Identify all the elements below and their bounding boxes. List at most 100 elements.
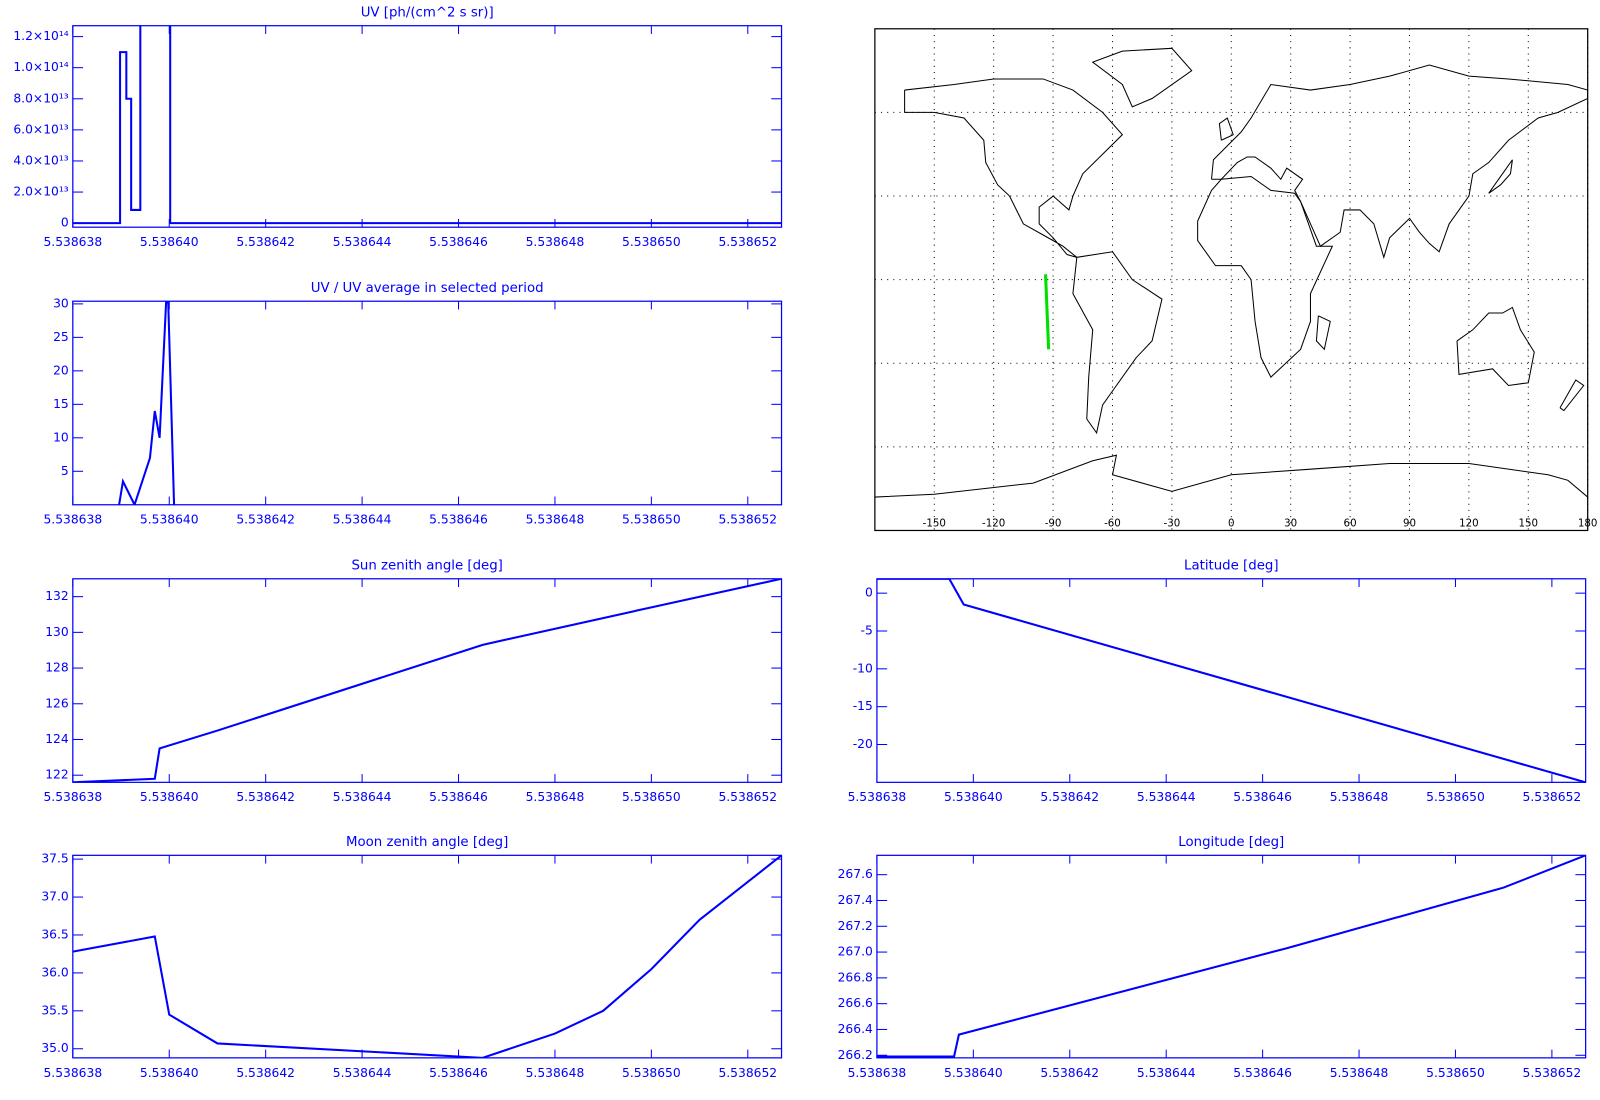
x-tick-label: 5.538638 bbox=[43, 235, 102, 249]
x-tick-label: 5.538638 bbox=[43, 1066, 102, 1080]
x-tick-label: 5.538652 bbox=[718, 790, 777, 804]
y-tick-label: 266.4 bbox=[838, 1022, 873, 1036]
data-line bbox=[72, 25, 782, 225]
x-tick-label: 5.538640 bbox=[944, 790, 1003, 804]
x-tick-label: -150 bbox=[923, 517, 946, 529]
y-tick-label: 30 bbox=[53, 296, 69, 310]
x-tick-label: 5.538650 bbox=[622, 513, 681, 527]
x-tick-label: 5.538650 bbox=[622, 790, 681, 804]
x-tick-label: 5.538652 bbox=[718, 513, 777, 527]
plot-frame bbox=[72, 300, 783, 506]
y-tick-label: 2.0×10¹³ bbox=[13, 185, 68, 199]
coastline bbox=[1559, 379, 1585, 412]
y-tick-label: 130 bbox=[45, 625, 69, 639]
coastline bbox=[1456, 306, 1535, 387]
x-tick-label: 5.538640 bbox=[140, 1066, 199, 1080]
coastline bbox=[1218, 117, 1234, 141]
y-tick-label: 35.0 bbox=[41, 1041, 69, 1055]
y-tick-label: 267.6 bbox=[838, 867, 873, 881]
x-tick-label: 5.538646 bbox=[429, 235, 488, 249]
x-tick-label: 60 bbox=[1344, 517, 1357, 529]
x-tick-label: 5.538642 bbox=[236, 1066, 295, 1080]
y-tick-label: -15 bbox=[853, 699, 873, 713]
x-tick-label: 5.538648 bbox=[1330, 790, 1389, 804]
x-tick-label: 5.538642 bbox=[1040, 790, 1099, 804]
x-tick-label: 5.538652 bbox=[1523, 790, 1582, 804]
coastline bbox=[1072, 251, 1163, 435]
coastline bbox=[1315, 315, 1331, 351]
x-tick-label: 5.538652 bbox=[718, 235, 777, 249]
x-tick-label: 5.538644 bbox=[333, 790, 392, 804]
x-tick-label: 30 bbox=[1284, 517, 1297, 529]
x-tick-label: 5.538650 bbox=[1426, 1066, 1485, 1080]
x-tick-label: 5.538644 bbox=[333, 513, 392, 527]
y-tick-label: 0 bbox=[61, 216, 69, 230]
y-tick-label: 132 bbox=[45, 589, 68, 603]
data-line bbox=[876, 578, 1586, 783]
y-tick-label: 124 bbox=[45, 732, 69, 746]
plot-frame bbox=[72, 25, 783, 228]
x-tick-label: 5.538650 bbox=[1426, 790, 1485, 804]
x-tick-label: 5.538640 bbox=[140, 790, 199, 804]
x-tick-label: 5.538642 bbox=[1040, 1066, 1099, 1080]
x-tick-label: 5.538642 bbox=[236, 513, 295, 527]
y-tick-label: 5 bbox=[61, 464, 69, 478]
data-line bbox=[118, 301, 176, 505]
chart-title: UV / UV average in selected period bbox=[311, 281, 544, 296]
x-tick-label: 5.538646 bbox=[429, 1066, 488, 1080]
x-tick-label: 120 bbox=[1459, 517, 1479, 529]
x-tick-label: 5.538646 bbox=[429, 790, 488, 804]
x-tick-label: 5.538648 bbox=[526, 513, 585, 527]
data-line bbox=[72, 578, 782, 783]
coastline bbox=[1488, 159, 1513, 194]
y-tick-label: 128 bbox=[45, 661, 68, 675]
x-tick-label: 5.538648 bbox=[526, 1066, 585, 1080]
y-tick-label: -5 bbox=[861, 623, 873, 637]
x-tick-label: 5.538640 bbox=[140, 513, 199, 527]
x-tick-label: 5.538644 bbox=[333, 235, 392, 249]
x-tick-label: 5.538644 bbox=[1137, 790, 1196, 804]
y-tick-label: 6.0×10¹³ bbox=[13, 122, 68, 136]
y-tick-label: 267.4 bbox=[838, 893, 873, 907]
y-tick-label: 126 bbox=[45, 696, 69, 710]
x-tick-label: 5.538638 bbox=[43, 790, 102, 804]
data-line bbox=[876, 855, 1586, 1058]
x-tick-label: 5.538638 bbox=[43, 513, 102, 527]
coastline bbox=[1197, 175, 1334, 379]
y-tick-label: 25 bbox=[53, 330, 69, 344]
y-tick-label: 8.0×10¹³ bbox=[13, 91, 68, 105]
x-tick-label: 5.538642 bbox=[236, 235, 295, 249]
plot-frame bbox=[72, 578, 783, 783]
plot-frame bbox=[876, 578, 1587, 783]
y-tick-label: 37.0 bbox=[41, 890, 69, 904]
x-tick-label: -30 bbox=[1164, 517, 1181, 529]
x-tick-label: 5.538652 bbox=[718, 1066, 777, 1080]
x-tick-label: 5.538638 bbox=[848, 1066, 907, 1080]
y-tick-label: 20 bbox=[53, 363, 69, 377]
chart-title: Sun zenith angle [deg] bbox=[351, 558, 502, 573]
y-tick-label: 36.0 bbox=[41, 965, 69, 979]
coastline bbox=[1091, 47, 1193, 108]
y-tick-label: 0 bbox=[865, 586, 873, 600]
x-tick-label: 5.538648 bbox=[526, 235, 585, 249]
coastline bbox=[874, 454, 1588, 498]
x-tick-label: 5.538648 bbox=[1330, 1066, 1389, 1080]
plot-frame bbox=[72, 854, 783, 1059]
y-tick-label: 4.0×10¹³ bbox=[13, 153, 68, 167]
x-tick-label: 180 bbox=[1578, 517, 1598, 529]
chart-title: Longitude [deg] bbox=[1178, 835, 1284, 850]
x-tick-label: 5.538650 bbox=[622, 235, 681, 249]
x-tick-label: 5.538648 bbox=[526, 790, 585, 804]
x-tick-label: 5.538644 bbox=[1137, 1066, 1196, 1080]
y-tick-label: 1.2×10¹⁴ bbox=[13, 29, 68, 43]
x-tick-label: -90 bbox=[1045, 517, 1062, 529]
x-tick-label: -60 bbox=[1104, 517, 1121, 529]
y-tick-label: 266.6 bbox=[838, 996, 873, 1010]
coastline bbox=[1210, 64, 1588, 260]
x-tick-label: 0 bbox=[1228, 517, 1235, 529]
x-tick-label: 5.538652 bbox=[1523, 1066, 1582, 1080]
y-tick-label: 1.0×10¹⁴ bbox=[13, 60, 68, 74]
